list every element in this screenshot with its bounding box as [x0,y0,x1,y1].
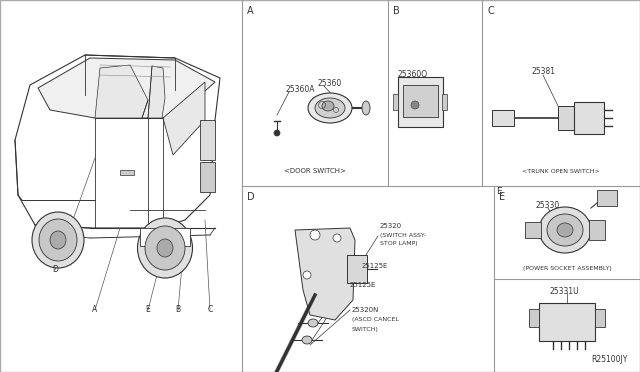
Polygon shape [163,82,205,155]
Text: <TRUNK OPEN SWITCH>: <TRUNK OPEN SWITCH> [522,169,600,174]
Bar [589,220,605,240]
Ellipse shape [557,223,573,237]
Text: <DOOR SWITCH>: <DOOR SWITCH> [284,168,346,174]
Bar [529,309,539,327]
Text: 25360: 25360 [318,78,342,87]
Text: 25125E: 25125E [362,263,388,269]
Text: STOP LAMP): STOP LAMP) [380,241,418,246]
Polygon shape [148,66,165,118]
Text: 25125E: 25125E [350,282,376,288]
Text: A: A [247,6,253,16]
Text: 25320: 25320 [380,223,402,229]
Text: D: D [52,266,58,275]
Text: E: E [496,187,502,196]
Text: (POWER SOCKET ASSEMBLY): (POWER SOCKET ASSEMBLY) [523,266,611,271]
Circle shape [411,101,419,109]
Ellipse shape [302,336,312,344]
Ellipse shape [308,93,352,123]
Text: SWITCH): SWITCH) [352,327,379,331]
Text: (SWITCH ASSY-: (SWITCH ASSY- [380,232,426,237]
Circle shape [274,130,280,136]
Ellipse shape [138,218,193,278]
Text: B: B [175,305,180,314]
Text: 25320N: 25320N [352,307,380,313]
Bar [393,94,398,110]
Bar [597,190,617,206]
Text: 25330: 25330 [535,201,559,209]
Polygon shape [38,58,215,118]
Ellipse shape [322,101,334,111]
Bar [200,120,215,160]
Circle shape [303,271,311,279]
Bar [574,102,604,134]
Text: E: E [499,192,505,202]
Bar [539,303,595,341]
Circle shape [310,230,320,240]
Text: E: E [146,305,150,314]
Text: 25360A: 25360A [285,86,314,94]
Text: 25381: 25381 [532,67,556,77]
Polygon shape [295,228,355,320]
Bar [200,162,215,192]
Text: C: C [487,6,493,16]
Bar [525,222,541,238]
Ellipse shape [315,98,345,118]
Bar [442,94,447,110]
Bar [403,85,438,117]
Bar [120,170,134,175]
Text: D: D [247,192,255,202]
Bar [347,255,367,283]
Polygon shape [15,55,220,228]
Ellipse shape [50,231,66,249]
Bar [140,228,190,246]
Text: B: B [393,6,400,16]
Bar [558,106,574,130]
Text: (ASCD CANCEL: (ASCD CANCEL [352,317,399,323]
Text: 25360Q: 25360Q [397,71,427,80]
Ellipse shape [39,219,77,261]
Ellipse shape [308,319,318,327]
Ellipse shape [32,212,84,268]
Ellipse shape [145,226,185,270]
Text: A: A [92,305,98,314]
Text: C: C [207,305,212,314]
Bar [398,77,443,127]
Circle shape [333,234,341,242]
Ellipse shape [539,207,591,253]
Ellipse shape [157,239,173,257]
Text: R25100JY: R25100JY [591,355,628,364]
Polygon shape [95,65,148,118]
Bar [595,309,605,327]
Text: 25331U: 25331U [549,286,579,295]
Ellipse shape [362,101,370,115]
Bar [492,110,514,126]
Ellipse shape [547,214,583,246]
